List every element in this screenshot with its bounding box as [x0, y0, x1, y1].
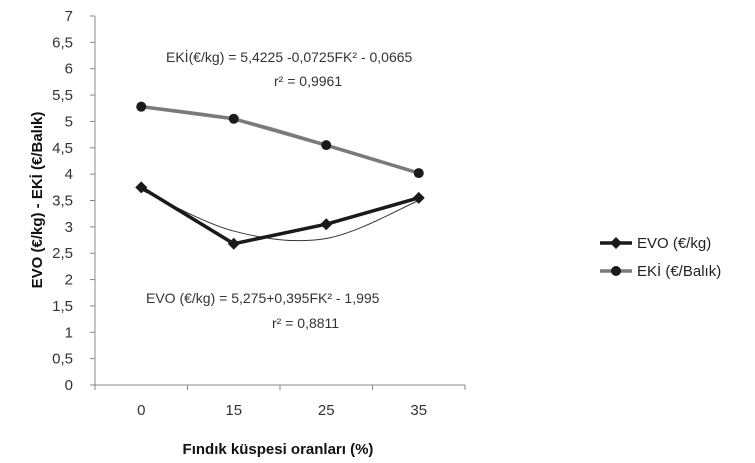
- evo-r2: r² = 0,8811: [272, 315, 339, 331]
- y-axis-title: EVO (€/kg) - EKİ (€/Balık): [29, 112, 46, 289]
- y-tick-label: 3,5: [52, 193, 73, 210]
- eki-trendline: [141, 105, 419, 175]
- y-tick-group: 0 0,5 1 1,5 2 2,5 3 3,5 4 4,5 5 5,5 6 6,5 7: [52, 8, 95, 394]
- evo-data-point: [412, 191, 425, 204]
- series-group: [135, 101, 425, 250]
- y-tick-label: 5: [65, 113, 73, 130]
- y-tick-label: 0: [65, 377, 73, 394]
- eki-series-line: [141, 104, 420, 175]
- legend: EVO (€/kg) EKİ (€/Balık): [600, 235, 721, 280]
- x-axis-title: Fındık küspesi oranları (%): [183, 441, 374, 458]
- eki-data-point: [136, 101, 147, 112]
- evo-data-point: [320, 218, 333, 231]
- trendline-group: [141, 105, 419, 242]
- x-tick-label: 15: [225, 402, 242, 419]
- x-tick-label: 35: [410, 402, 427, 419]
- legend-eki-marker: [611, 266, 621, 276]
- eki-r2: r² = 0,9961: [274, 73, 342, 89]
- y-tick-label: 4: [65, 166, 73, 183]
- y-tick-label: 2: [65, 272, 73, 289]
- x-tick-label: 0: [137, 402, 145, 419]
- x-tick-label: 25: [318, 402, 335, 419]
- x-tick-group: 0 15 25 35: [94, 385, 466, 419]
- y-tick-label: 5,5: [52, 87, 73, 104]
- eki-equation: EKİ(€/kg) = 5,4225 -0,0725FK² - 0,0665: [166, 48, 413, 65]
- legend-evo-marker: [610, 237, 622, 249]
- evo-data-point: [135, 181, 148, 194]
- y-tick-label: 7: [65, 8, 73, 25]
- y-tick-label: 1,5: [52, 298, 73, 315]
- eki-data-point: [228, 113, 239, 124]
- evo-series-line: [140, 185, 420, 246]
- evo-data-point: [227, 237, 240, 250]
- y-tick-label: 0,5: [52, 351, 73, 368]
- y-tick-label: 2,5: [52, 245, 73, 262]
- evo-equation: EVO (€/kg) = 5,275+0,395FK² - 1,995: [146, 290, 380, 306]
- legend-eki-label: EKİ (€/Balık): [637, 262, 721, 280]
- legend-evo-label: EVO (€/kg): [637, 235, 711, 252]
- eki-data-point: [321, 140, 332, 151]
- y-tick-label: 4,5: [52, 140, 73, 157]
- y-tick-label: 6: [65, 61, 73, 78]
- y-tick-label: 3: [65, 219, 73, 236]
- y-tick-label: 1: [65, 324, 73, 341]
- eki-data-point: [413, 168, 424, 179]
- y-tick-label: 6,5: [52, 34, 73, 51]
